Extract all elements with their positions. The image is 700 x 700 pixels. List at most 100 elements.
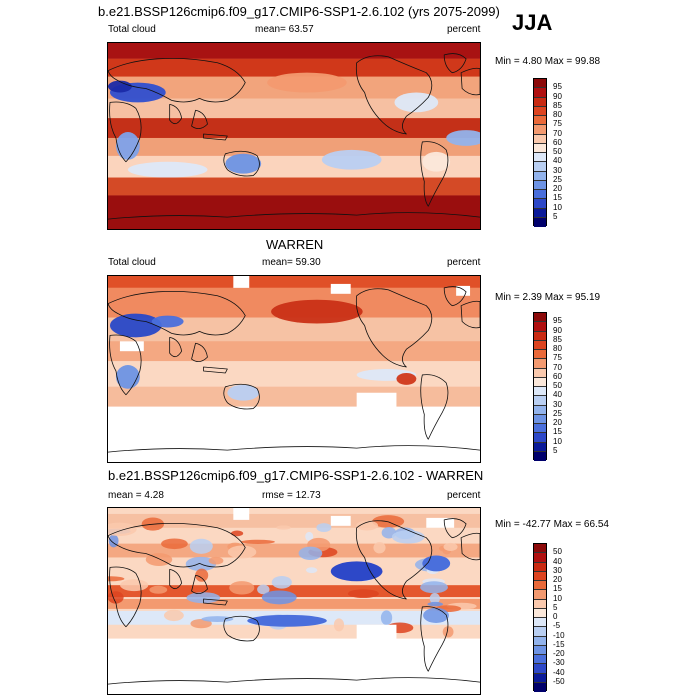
colorbar-tick-label: 90 [553, 325, 562, 335]
colorbar-tick-label: 20 [553, 418, 562, 427]
mean-label: mean= 63.57 [255, 24, 314, 35]
colorbar-tick-label: 50 [553, 381, 562, 390]
field-feature [161, 538, 188, 550]
mean-label: mean = 4.28 [108, 490, 164, 501]
colorbar-segment [534, 636, 546, 646]
colorbar-segment [534, 451, 546, 461]
field-band [108, 361, 480, 387]
colorbar-segment [534, 664, 546, 674]
field-feature [227, 384, 260, 401]
colorbar-tick-label: -40 [553, 667, 565, 677]
colorbar-segment [534, 571, 546, 581]
colorbar-segment [534, 162, 546, 172]
map-canvas [108, 43, 480, 229]
field-band [108, 386, 480, 407]
colorbar-tick-label: 10 [553, 593, 562, 603]
field-feature [330, 561, 383, 582]
coastline [460, 300, 480, 329]
colorbar-segment [534, 171, 546, 181]
coastline [108, 522, 246, 568]
panel-title: b.e21.BSSP126cmip6.f09_g17.CMIP6-SSP1-2.… [98, 4, 500, 19]
field-feature [231, 530, 244, 537]
field-feature [429, 593, 440, 604]
colorbar-tick-label: -5 [553, 621, 561, 631]
colorbar-segment [534, 655, 546, 665]
coastline [108, 290, 246, 336]
field-feature [355, 520, 379, 531]
field-feature [396, 372, 417, 385]
missing-data [233, 276, 250, 288]
colorbar-segment [534, 153, 546, 163]
missing-data [330, 515, 351, 526]
units-label: percent [447, 257, 481, 268]
missing-data [119, 341, 144, 352]
field-band [108, 599, 480, 609]
field-feature [163, 609, 184, 622]
panel-title: WARREN [266, 237, 324, 252]
colorbar-tick-label: 95 [553, 82, 562, 92]
coastline [223, 383, 260, 410]
colorbar-segment [534, 217, 546, 227]
field-feature [257, 584, 270, 595]
colorbar-tick-label: 80 [553, 110, 562, 119]
mean-label: mean= 59.30 [262, 257, 321, 268]
field-feature [108, 576, 125, 582]
field-feature [391, 530, 425, 544]
field-feature [442, 626, 454, 638]
variable-label: Total cloud [108, 257, 156, 268]
map-canvas [108, 508, 480, 694]
colorbar-segment [534, 618, 546, 628]
colorbar-tick-label: 85 [553, 334, 562, 344]
coastline [203, 133, 228, 141]
field-feature [201, 616, 234, 622]
field-feature [108, 591, 124, 604]
colorbar-segment [534, 590, 546, 600]
field-feature [422, 555, 451, 572]
map-diff [107, 507, 481, 695]
field-feature [333, 618, 345, 632]
colorbar-segment [534, 331, 546, 341]
field-feature [115, 365, 140, 389]
colorbar-segment [534, 433, 546, 443]
colorbar-segment [534, 608, 546, 618]
colorbar-tick-label: 10 [553, 202, 562, 212]
season-label: JJA [512, 10, 553, 35]
colorbar-tick-label: 95 [553, 316, 562, 326]
missing-data [108, 406, 480, 462]
field-feature [321, 149, 382, 170]
coastline [355, 288, 433, 368]
map-full [107, 42, 481, 230]
field-band [108, 276, 480, 288]
colorbar-tick-label: 5 [553, 602, 558, 612]
colorbar-tick-label: 15 [553, 427, 562, 437]
colorbar-tick-label: -10 [553, 630, 565, 640]
field-feature [108, 534, 119, 548]
colorbar-tick-label: 30 [553, 399, 562, 409]
colorbar-tick-label: 40 [553, 390, 562, 400]
min-max-label: Min = 2.39 Max = 95.19 [495, 292, 601, 303]
missing-data [456, 285, 471, 296]
colorbar-tick-label: 75 [553, 353, 562, 363]
units-label: percent [447, 490, 481, 501]
field-feature [316, 523, 332, 533]
colorbar-segment [534, 88, 546, 98]
coastline [169, 336, 183, 358]
colorbar-segment [534, 405, 546, 415]
colorbar-segment [534, 180, 546, 190]
colorbar-tick-label: 30 [553, 165, 562, 175]
field-feature [120, 579, 149, 592]
colorbar-segment [534, 377, 546, 387]
coastline [443, 286, 467, 307]
coastline [420, 606, 449, 672]
colorbar-segment [534, 581, 546, 591]
colorbar-tick-label: 20 [553, 575, 562, 584]
colorbar-segment [534, 143, 546, 153]
field-feature [186, 592, 221, 604]
coastline [355, 55, 433, 135]
field-feature [347, 589, 379, 599]
colorbar-segment [534, 553, 546, 563]
field-feature [195, 568, 209, 582]
colorbar-tick-label: 5 [553, 211, 558, 221]
field-band [108, 43, 480, 59]
field-band [108, 513, 480, 528]
